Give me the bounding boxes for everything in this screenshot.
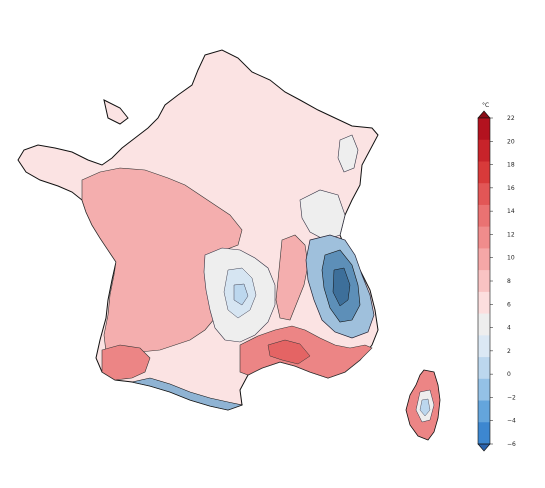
colorbar-bands	[478, 118, 490, 445]
colorbar-band	[478, 248, 490, 271]
colorbar-tick-label: 22	[507, 115, 515, 122]
colorbar-band	[478, 291, 490, 314]
colorbar-tick-label: 4	[507, 325, 511, 332]
colorbar-tick-label: 8	[507, 278, 511, 285]
pyrenees-cold-zone	[131, 377, 244, 411]
colorbar-band	[478, 139, 490, 162]
colorbar-band	[478, 226, 490, 249]
colorbar-band	[478, 161, 490, 184]
colorbar-band	[478, 357, 490, 380]
colorbar-band	[478, 118, 490, 141]
colorbar-tick-label: 18	[507, 162, 515, 169]
colorbar-tick-label: 12	[507, 231, 515, 238]
colorbar-tick-label: 20	[507, 138, 515, 145]
mediterranean-hot-zone	[239, 325, 373, 379]
colorbar-band	[478, 313, 490, 336]
brittany-tip	[103, 99, 129, 125]
colorbar-band	[478, 204, 490, 227]
colorbar-band	[478, 183, 490, 206]
colorbar-unit-label: °C	[482, 102, 489, 109]
colorbar-top-arrow	[477, 110, 491, 119]
vosges-jura	[299, 134, 359, 241]
alps-cold-zone	[305, 234, 375, 339]
colorbar-band	[478, 422, 490, 445]
colorbar-band	[478, 378, 490, 401]
colorbar-tick-label: 2	[507, 348, 511, 355]
colorbar-band	[478, 335, 490, 358]
southwest-hot-zone	[101, 344, 151, 381]
colorbar-band	[478, 400, 490, 423]
massif-central	[203, 247, 276, 343]
colorbar-tick-label: −6	[507, 441, 516, 448]
colorbar-tick-label: 6	[507, 301, 511, 308]
colorbar-tick-label: −4	[507, 418, 516, 425]
colorbar-tick-label: 0	[507, 371, 511, 378]
corsica	[405, 369, 441, 441]
colorbar-bottom-arrow	[477, 443, 491, 452]
colorbar-tick-label: 14	[507, 208, 515, 215]
rhone-warm-zone	[275, 234, 309, 321]
colorbar-tick-label: −2	[507, 394, 516, 401]
western-warm-zone	[81, 167, 243, 356]
colorbar-tick-label: 16	[507, 185, 515, 192]
colorbar-tick-label: 10	[507, 255, 515, 262]
colorbar-band	[478, 270, 490, 293]
